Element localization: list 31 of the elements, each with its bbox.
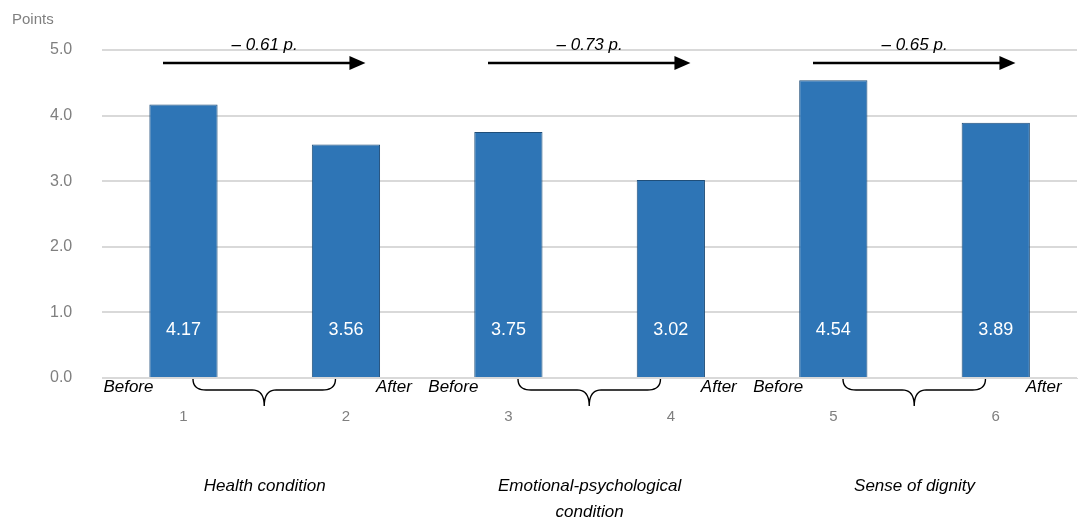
annotation: After — [1024, 376, 1064, 396]
y-tick-label: 1.0 — [49, 302, 73, 320]
x-tick-label: 4 — [666, 407, 676, 425]
annotation: After — [699, 376, 739, 396]
x-tick-label: 1 — [179, 407, 188, 425]
annotation: – 0.73 p. — [555, 34, 623, 54]
annotation: After — [374, 376, 414, 396]
y-tick-label: 5.0 — [49, 40, 73, 58]
annotation: Before — [103, 376, 154, 396]
data-label: 4.17 — [165, 318, 201, 339]
y-tick-label: 3.0 — [49, 171, 73, 189]
text: Sense of dignity — [854, 475, 977, 495]
data-label: 3.56 — [328, 318, 364, 339]
text: Health condition — [203, 475, 326, 495]
data-label: 4.54 — [815, 318, 851, 339]
y-axis-title: Points — [12, 10, 54, 28]
x-tick-label: 6 — [991, 407, 1000, 425]
annotation: Before — [753, 376, 804, 396]
y-tick-label: 2.0 — [49, 237, 73, 255]
annotation: – 0.65 p. — [880, 34, 948, 54]
x-tick-label: 2 — [341, 407, 351, 425]
data-label: 3.02 — [653, 318, 689, 339]
data-label: 3.75 — [490, 318, 526, 339]
data-label: 3.89 — [978, 318, 1014, 339]
y-tick-label: 0.0 — [49, 368, 73, 386]
x-tick-label: 5 — [829, 407, 838, 425]
y-tick-label: 4.0 — [49, 106, 73, 124]
annotation: Before — [428, 376, 479, 396]
text: Emotional-psychological condition — [497, 475, 683, 518]
annotation: – 0.61 p. — [230, 34, 298, 54]
x-tick-label: 3 — [504, 407, 513, 425]
